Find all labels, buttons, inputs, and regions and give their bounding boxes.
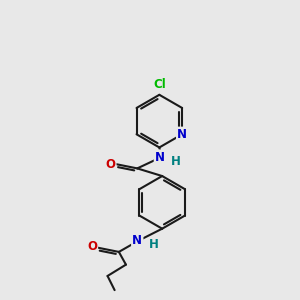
Text: N: N bbox=[155, 151, 165, 164]
Text: Cl: Cl bbox=[153, 78, 166, 92]
Text: H: H bbox=[170, 155, 180, 168]
Text: H: H bbox=[149, 238, 159, 251]
Text: O: O bbox=[105, 158, 116, 171]
Text: O: O bbox=[87, 240, 97, 253]
Text: N: N bbox=[177, 128, 187, 141]
Text: N: N bbox=[132, 234, 142, 247]
